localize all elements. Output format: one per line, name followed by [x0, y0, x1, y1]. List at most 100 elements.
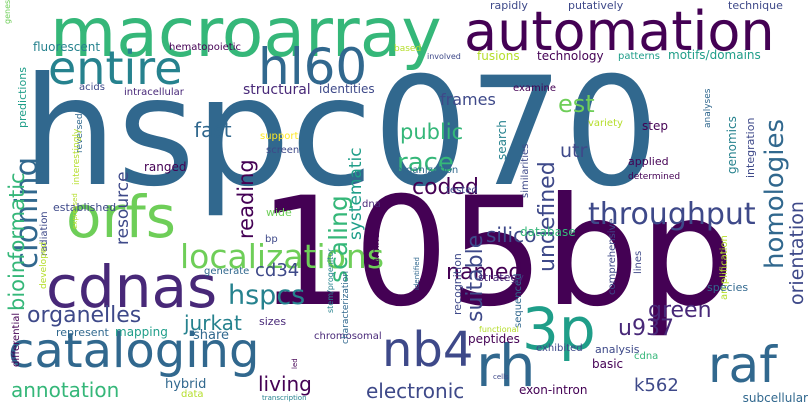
word-differential: differential — [11, 312, 22, 367]
word-orientation: orientation — [786, 201, 808, 305]
word-rapidly: rapidly — [490, 0, 528, 12]
word-patterns: patterns — [618, 51, 660, 62]
word-established: established — [53, 201, 117, 214]
word-wide: wide — [266, 206, 292, 219]
word-genes: genes — [3, 0, 12, 25]
word-involved: involved — [427, 52, 461, 61]
word-database: database — [520, 225, 576, 239]
word-utr: utr — [560, 140, 588, 162]
word-fluorescent: fluorescent — [33, 40, 101, 54]
word-basic: basic — [592, 357, 624, 371]
word-orfs: orfs — [66, 183, 176, 251]
word-jurkat: jurkat — [184, 311, 242, 335]
word-expressed: expressed — [71, 193, 79, 229]
word-species: species — [707, 281, 749, 294]
word-cdna: cdna — [634, 351, 659, 362]
word-analyses: analyses — [703, 88, 713, 128]
word-lines: lines — [633, 250, 644, 274]
word-resource: resource — [113, 171, 133, 245]
word-technique: technique — [728, 0, 783, 12]
word-developed: developed — [39, 241, 49, 289]
word-homologies: homologies — [760, 118, 790, 269]
word-hl60: hl60 — [258, 38, 368, 96]
word-genomics: genomics — [725, 116, 739, 174]
word-hematopoietic: hematopoietic — [169, 42, 241, 53]
word-examine: examine — [513, 83, 557, 94]
word-dna: dna — [362, 199, 381, 210]
word-share: share — [193, 328, 230, 343]
word-localizations: localizations — [180, 237, 385, 276]
word-exhibited: exhibited — [536, 343, 583, 354]
word-subcellular: subcellular — [742, 391, 808, 404]
word-characterization: characterization — [341, 270, 351, 344]
word-k562: k562 — [634, 375, 679, 396]
word-coded: coded — [412, 175, 480, 200]
word-green: green — [648, 298, 712, 323]
word-macroarray: macroarray — [50, 0, 442, 73]
word-determined: determined — [628, 172, 681, 182]
word-rh: rh — [476, 332, 536, 400]
word-undefined: undefined — [535, 161, 560, 272]
word-screen: screen — [266, 145, 300, 156]
word-predictions: predictions — [16, 67, 29, 128]
word-fast: fast — [194, 118, 232, 142]
word-entire: entire — [48, 41, 183, 95]
word-annotation: annotation — [11, 378, 120, 402]
word-cdnas: cdnas — [46, 253, 218, 321]
word-reading: reading — [234, 159, 258, 239]
word-analysis: analysis — [595, 343, 640, 356]
word-3p: 3p — [522, 295, 596, 363]
word-based: based — [394, 44, 422, 54]
word-bioinformatic: bioinformatic — [5, 172, 29, 311]
word-hspc070: hspc070 — [22, 46, 660, 220]
word-systematic: systematic — [346, 147, 366, 240]
word-interestingly: interestingly — [72, 128, 82, 185]
word-automation: automation — [464, 0, 775, 63]
word-throughput: throughput — [588, 197, 756, 232]
word-mapping: mapping — [115, 325, 168, 339]
word-frames: frames — [440, 90, 496, 109]
word-amino: amino — [371, 232, 382, 264]
word-living: living — [258, 372, 312, 396]
word-transcription: transcription — [262, 394, 307, 402]
word-stem-progenitor: stem/progenitor — [326, 248, 335, 313]
word-fusions: fusions — [477, 49, 520, 63]
word-cd34: cd34 — [255, 260, 300, 281]
word-generate: generate — [204, 266, 250, 277]
word-functional: functional — [479, 325, 519, 334]
word-step: step — [642, 119, 668, 133]
word-identities: identities — [319, 82, 375, 96]
word-hspcs: hspcs — [228, 280, 306, 311]
word-est: est — [558, 90, 595, 118]
word-intracellular: intracellular — [124, 87, 184, 98]
word-chromosomal: chromosomal — [314, 331, 382, 342]
word-led: led — [291, 358, 299, 369]
word-support: support — [260, 131, 299, 142]
word-race: race — [397, 148, 454, 178]
word-electronic: electronic — [366, 379, 465, 403]
word-raf: raf — [708, 336, 777, 394]
word-hybrid: hybrid — [165, 377, 207, 392]
word-similarities: similarities — [520, 143, 531, 198]
word-cells: cells — [493, 373, 509, 381]
word-peptides: peptides — [468, 332, 520, 346]
word-represent: represent — [56, 326, 109, 339]
word-applied: applied — [628, 155, 669, 168]
word-comprehensive: comprehensive — [607, 218, 618, 295]
word-variety: variety — [588, 118, 623, 129]
word-u937: u937 — [618, 316, 674, 341]
word-cataloging: cataloging — [8, 323, 260, 379]
word-data: data — [181, 389, 204, 400]
word-technology: technology — [537, 49, 604, 63]
word-exon-intron: exon-intron — [519, 383, 588, 397]
word-structural: structural — [243, 82, 311, 98]
word-organelles: organelles — [27, 303, 142, 328]
word-105bp: 105bp — [258, 166, 735, 340]
word-public: public — [400, 120, 464, 144]
word-strategy: strategy — [478, 271, 524, 284]
word-sizes: sizes — [259, 315, 287, 328]
word-bp: bp — [265, 234, 278, 245]
word-recognition: recognition — [451, 253, 464, 315]
word-identified: identified — [413, 257, 421, 290]
